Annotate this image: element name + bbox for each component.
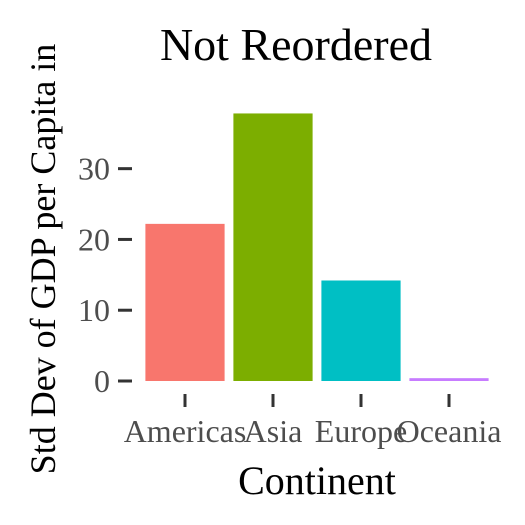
y-tick-label: 30 (78, 151, 110, 187)
bar-americas (145, 223, 225, 381)
y-axis-label: Std Dev of GDP per Capita in (23, 44, 63, 475)
bar-oceania (409, 378, 489, 381)
y-axis: 0 10 20 30 (78, 151, 132, 399)
chart-title: Not Reordered (160, 19, 432, 70)
x-tick-label: Americas (124, 413, 247, 449)
x-tick-label: Oceania (397, 413, 502, 449)
bar-asia (233, 113, 313, 381)
y-tick-label: 0 (94, 363, 110, 399)
bars (145, 113, 489, 381)
x-tick-label: Europe (315, 413, 407, 449)
x-axis-label: Continent (238, 458, 396, 503)
bar-europe (321, 280, 401, 381)
y-tick-label: 10 (78, 292, 110, 328)
y-tick-label: 20 (78, 221, 110, 257)
x-tick-label: Asia (244, 413, 303, 449)
